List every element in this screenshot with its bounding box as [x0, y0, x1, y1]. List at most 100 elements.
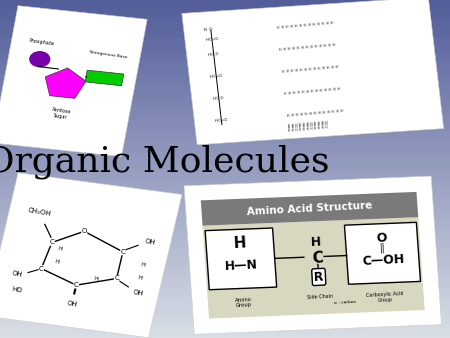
Text: H  H  H  H  H  H  H  H  H  H  H: H H H H H H H H H H H — [288, 120, 327, 128]
Text: N  O: N O — [204, 27, 213, 32]
Text: α - carbon: α - carbon — [334, 299, 356, 305]
Bar — [0, 149, 450, 152]
Text: Organic Molecules: Organic Molecules — [0, 145, 330, 179]
Bar — [0, 41, 450, 44]
Text: H  H  H  H  H  H  H  H  H  H  H: H H H H H H H H H H H — [288, 125, 328, 133]
Bar — [0, 61, 450, 64]
Bar — [0, 213, 450, 216]
Bar — [0, 74, 450, 78]
Text: ‖: ‖ — [379, 242, 385, 253]
Text: H-C=O: H-C=O — [205, 37, 219, 42]
Text: Nitrogenous Base: Nitrogenous Base — [89, 50, 127, 59]
Bar — [0, 68, 450, 71]
Bar — [0, 199, 450, 203]
Polygon shape — [0, 6, 147, 156]
Bar — [0, 91, 450, 95]
Bar — [0, 264, 450, 267]
Polygon shape — [182, 0, 444, 145]
Bar — [0, 20, 450, 24]
Bar — [0, 115, 450, 118]
Bar — [0, 7, 450, 10]
Bar — [0, 176, 450, 179]
Text: O: O — [376, 232, 387, 245]
Text: H-C-O: H-C-O — [207, 52, 219, 57]
Text: C: C — [50, 239, 54, 245]
Polygon shape — [202, 217, 425, 318]
Text: H: H — [137, 275, 142, 281]
Text: OH: OH — [11, 270, 23, 278]
Text: Carboxylic Acid
Group: Carboxylic Acid Group — [366, 291, 404, 304]
Bar — [0, 17, 450, 20]
Text: H: H — [93, 276, 99, 282]
Bar — [0, 240, 450, 243]
Text: H: H — [54, 259, 59, 265]
Polygon shape — [205, 228, 277, 290]
Bar — [0, 162, 450, 166]
Bar — [0, 250, 450, 254]
Text: Amino Acid Structure: Amino Acid Structure — [247, 200, 373, 217]
Bar — [0, 267, 450, 270]
Text: CH₂OH: CH₂OH — [27, 207, 52, 217]
Bar — [0, 139, 450, 142]
Text: C: C — [311, 250, 324, 266]
Text: H: H — [311, 236, 322, 249]
Bar — [0, 281, 450, 284]
Bar — [0, 237, 450, 240]
Bar — [0, 291, 450, 294]
Text: H: H — [233, 235, 247, 251]
Bar — [0, 47, 450, 51]
Bar — [0, 172, 450, 176]
Bar — [0, 88, 450, 91]
Text: OH: OH — [144, 238, 156, 246]
Bar — [0, 189, 450, 193]
Text: H  H  H  H  H  H  H  H  H  H  H  H  H: H H H H H H H H H H H H H — [276, 21, 333, 30]
Bar — [0, 318, 450, 321]
Text: H  H  H  H  H  H  H  H  H  H  H: H H H H H H H H H H H — [288, 123, 328, 130]
Polygon shape — [85, 70, 124, 86]
Bar — [0, 24, 450, 27]
Bar — [0, 216, 450, 220]
Bar — [0, 122, 450, 125]
Bar — [0, 44, 450, 47]
Bar — [0, 230, 450, 233]
Bar — [0, 297, 450, 301]
Bar — [0, 155, 450, 159]
Bar — [0, 203, 450, 206]
Bar — [0, 125, 450, 128]
Bar — [0, 186, 450, 189]
Bar — [0, 71, 450, 74]
Text: H: H — [57, 246, 63, 251]
Bar — [0, 145, 450, 149]
Bar — [0, 159, 450, 162]
Bar — [0, 105, 450, 108]
Bar — [0, 166, 450, 169]
Bar — [0, 223, 450, 226]
Bar — [0, 284, 450, 287]
Text: Phosphate: Phosphate — [29, 38, 55, 47]
Bar — [0, 220, 450, 223]
Bar — [0, 51, 450, 54]
Bar — [0, 30, 450, 34]
Bar — [0, 179, 450, 183]
Bar — [0, 226, 450, 230]
Bar — [0, 233, 450, 237]
Bar — [0, 294, 450, 297]
Bar — [0, 257, 450, 260]
Text: OH: OH — [132, 289, 144, 297]
Text: Side Chain: Side Chain — [307, 294, 333, 300]
Text: Pentose
Sugar: Pentose Sugar — [50, 107, 71, 120]
Bar — [0, 101, 450, 105]
Bar — [0, 108, 450, 112]
Text: R: R — [314, 270, 324, 284]
Bar — [0, 321, 450, 324]
Bar — [0, 64, 450, 68]
Bar — [0, 84, 450, 88]
Bar — [0, 277, 450, 281]
Bar — [0, 328, 450, 331]
Text: H-C=O: H-C=O — [210, 74, 223, 79]
Text: C: C — [121, 249, 125, 255]
Bar — [0, 247, 450, 250]
Text: H  H  H  H  H  H  H  H  H  H  H  H  H: H H H H H H H H H H H H H — [281, 65, 338, 74]
Bar — [0, 287, 450, 291]
Bar — [0, 95, 450, 98]
